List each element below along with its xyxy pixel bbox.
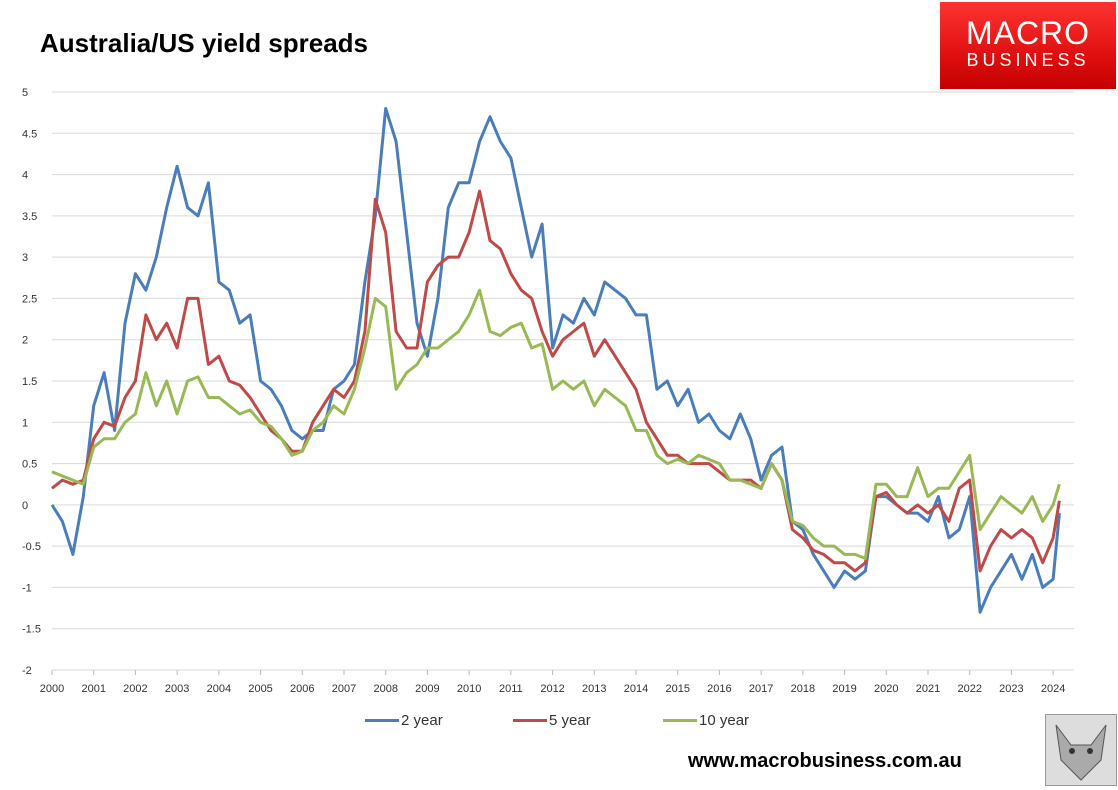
series-lines: [50, 107, 1061, 614]
x-tick-label: 2002: [123, 683, 147, 695]
x-tick-label: 2004: [207, 683, 231, 695]
legend-label-5-year: 5 year: [549, 712, 591, 729]
website-url: www.macrobusiness.com.au: [688, 750, 962, 772]
legend-swatch-5-year: [513, 719, 547, 722]
y-tick-label: 1.5: [22, 376, 37, 388]
logo-line-2: BUSINESS: [966, 50, 1090, 70]
series-line-2-year: [50, 107, 1061, 614]
y-tick-label: 3.5: [22, 211, 37, 223]
x-tick-label: 2008: [373, 683, 397, 695]
legend-label-2-year: 2 year: [401, 712, 443, 729]
y-tick-label: 0: [22, 500, 28, 512]
y-tick-label: 2: [22, 335, 28, 347]
x-tick-label: 2024: [1041, 683, 1065, 695]
legend-swatch-10-year: [663, 719, 697, 722]
x-tick-label: 2006: [290, 683, 314, 695]
legend-item-5-year: 5 year: [513, 712, 591, 729]
x-tick-label: 2001: [81, 683, 105, 695]
x-tick-label: 2022: [957, 683, 981, 695]
legend-item-10-year: 10 year: [663, 712, 749, 729]
legend-label-10-year: 10 year: [699, 712, 750, 729]
x-tick-label: 2013: [582, 683, 606, 695]
x-axis-ticks: 2000 2001 2002 2003 2004 2005 2006 2007 2008 2009…: [40, 670, 1065, 695]
y-tick-label: 3: [22, 252, 28, 264]
y-tick-label: -0.5: [22, 541, 41, 553]
x-tick-label: 2020: [874, 683, 898, 695]
x-tick-label: 2000: [40, 683, 64, 695]
y-tick-label: 2.5: [22, 293, 37, 305]
legend-swatch-2-year: [365, 719, 399, 722]
logo-line-1: MACRO: [965, 15, 1091, 51]
y-tick-label: 0.5: [22, 459, 37, 471]
x-tick-label: 2023: [999, 683, 1023, 695]
x-tick-label: 2018: [791, 683, 815, 695]
x-tick-label: 2003: [165, 683, 189, 695]
x-tick-label: 2010: [457, 683, 481, 695]
x-tick-label: 2021: [916, 683, 940, 695]
x-tick-label: 2007: [332, 683, 356, 695]
chart-title: Australia/US yield spreads: [40, 28, 369, 58]
y-tick-label: 5: [22, 87, 28, 99]
y-axis-ticks: 5 4.5 4 3.5 3 2.5 2 1.5 1 0.5 0 -0.5 -1 -1.5 -2: [22, 87, 41, 677]
x-tick-label: 2011: [499, 683, 523, 695]
x-tick-label: 2005: [248, 683, 272, 695]
gridlines: [52, 91, 1074, 671]
x-tick-label: 2016: [707, 683, 731, 695]
macrobusiness-logo: MACRO BUSINESS: [940, 2, 1116, 89]
x-tick-label: 2017: [749, 683, 773, 695]
y-tick-label: -1.5: [22, 624, 41, 636]
x-tick-label: 2012: [540, 683, 564, 695]
y-tick-label: -2: [22, 665, 32, 677]
x-tick-label: 2014: [624, 683, 648, 695]
y-tick-label: 4.5: [22, 128, 37, 140]
legend: 2 year 5 year 10 year: [365, 712, 765, 734]
series-line-5-year: [51, 189, 1061, 573]
x-tick-label: 2009: [415, 683, 439, 695]
y-tick-label: 4: [22, 170, 28, 182]
x-tick-label: 2015: [665, 683, 689, 695]
fox-mascot-image: [1045, 714, 1117, 786]
y-tick-label: -1: [22, 582, 32, 594]
series-line-10-year: [51, 288, 1061, 560]
x-tick-label: 2019: [832, 683, 856, 695]
legend-item-2-year: 2 year: [365, 712, 443, 729]
y-tick-label: 1: [22, 417, 28, 429]
